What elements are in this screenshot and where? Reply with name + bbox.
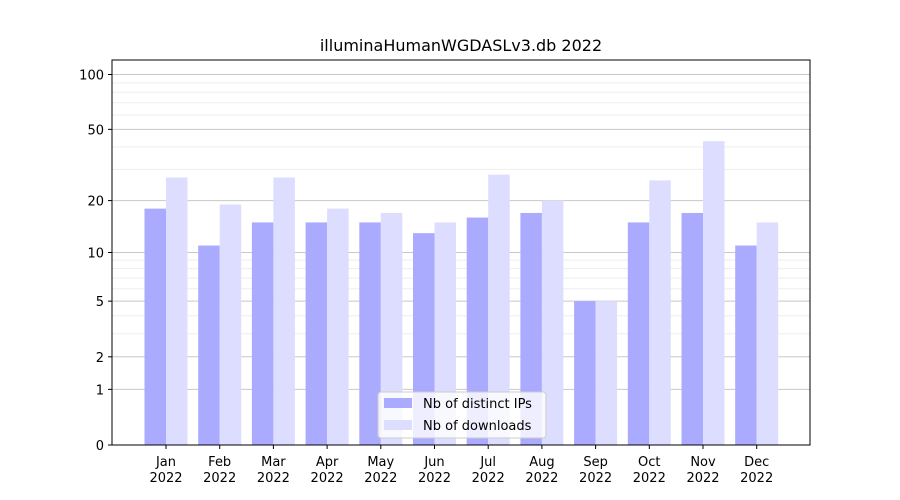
x-tick-label-year: 2022: [579, 471, 612, 486]
x-tick-label-year: 2022: [472, 471, 505, 486]
legend-swatch-downloads: [384, 420, 412, 430]
x-tick-label-year: 2022: [149, 471, 182, 486]
y-tick-label: 0: [96, 439, 104, 454]
x-tick-label-year: 2022: [364, 471, 397, 486]
bars-layer: [144, 141, 779, 446]
y-tick-label: 5: [96, 295, 104, 310]
x-tick-label-year: 2022: [525, 471, 558, 486]
chart-title: illuminaHumanWGDASLv3.db 2022: [320, 36, 602, 55]
y-tick-label: 100: [79, 69, 104, 84]
bar-distinct-ips: [574, 301, 596, 445]
x-tick-label-month: Dec: [744, 455, 769, 470]
bar-downloads: [166, 177, 188, 445]
legend: Nb of distinct IPs Nb of downloads: [377, 391, 547, 439]
y-tick-label: 1: [96, 383, 104, 398]
bar-distinct-ips: [144, 208, 166, 445]
x-tick-label-month: Feb: [208, 455, 231, 470]
bar-downloads: [434, 222, 456, 445]
x-tick-label-month: Oct: [638, 455, 660, 470]
x-tick-label-year: 2022: [311, 471, 344, 486]
x-tick-label-month: Apr: [316, 455, 339, 470]
bar-downloads: [219, 204, 242, 445]
bar-downloads: [649, 180, 671, 446]
x-tick-label-month: Mar: [261, 455, 286, 470]
bar-downloads: [703, 141, 725, 446]
bar-distinct-ips: [681, 212, 703, 445]
bar-downloads: [380, 212, 403, 445]
x-tick-label-month: Jan: [155, 455, 176, 470]
bar-distinct-ips: [359, 222, 381, 445]
legend-label-distinct-ips: Nb of distinct IPs: [423, 397, 532, 412]
bar-distinct-ips: [735, 245, 757, 445]
x-tick-label-month: Jun: [423, 455, 444, 470]
legend-label-downloads: Nb of downloads: [423, 419, 532, 434]
x-tick-label-year: 2022: [418, 471, 451, 486]
bar-distinct-ips: [251, 222, 274, 445]
bar-downloads: [273, 177, 295, 445]
bar-downloads: [488, 174, 510, 446]
y-tick-label: 50: [87, 123, 104, 138]
bar-distinct-ips: [520, 212, 542, 445]
bar-downloads: [541, 200, 564, 445]
x-tick-label-year: 2022: [257, 471, 290, 486]
x-tick-label-year: 2022: [633, 471, 666, 486]
x-tick-label-year: 2022: [686, 471, 719, 486]
bar-downloads: [756, 222, 779, 445]
y-tick-label: 2: [96, 351, 104, 366]
y-tick-label: 10: [87, 247, 104, 262]
x-tick-label-month: Aug: [529, 455, 554, 470]
x-tick-label-year: 2022: [203, 471, 236, 486]
bar-downloads: [327, 208, 349, 445]
y-tick-label: 20: [87, 195, 104, 210]
x-tick-label-month: Sep: [583, 455, 608, 470]
axis-layer: 0125102050100Jan2022Feb2022Mar2022Apr202…: [79, 69, 773, 486]
x-tick-label-month: Jul: [479, 455, 496, 470]
x-tick-label-year: 2022: [740, 471, 773, 486]
x-tick-label-month: Nov: [690, 455, 716, 470]
bar-distinct-ips: [198, 245, 220, 445]
bar-distinct-ips: [627, 222, 650, 445]
legend-box: [377, 391, 547, 439]
bar-distinct-ips: [466, 217, 489, 445]
legend-swatch-distinct-ips: [384, 398, 412, 408]
bar-downloads: [595, 301, 618, 445]
bar-distinct-ips: [305, 222, 328, 445]
x-tick-label-month: May: [367, 455, 394, 470]
